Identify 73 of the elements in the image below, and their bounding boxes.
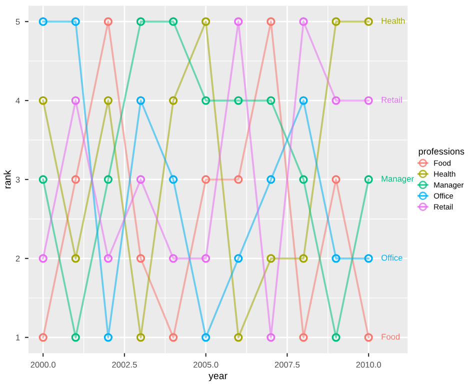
point: [332, 333, 340, 342]
point: [202, 333, 210, 342]
x-tick-label: 2007.5: [274, 362, 300, 368]
y-tick-label: 2: [16, 256, 20, 262]
x-tick-label: 2002.5: [112, 362, 137, 368]
x-tick-label: 2010.0: [356, 362, 381, 368]
point: [266, 175, 276, 184]
point: [168, 175, 178, 184]
point: [299, 175, 308, 184]
point: [38, 96, 48, 105]
point: [104, 96, 112, 105]
point: [332, 254, 340, 263]
point: [364, 96, 373, 105]
point: [299, 17, 308, 26]
point: [71, 175, 80, 184]
point: [136, 254, 146, 263]
point: [136, 96, 146, 105]
point: [202, 96, 210, 105]
point: [71, 96, 80, 105]
point: [234, 96, 243, 105]
text: Retail: [382, 96, 402, 103]
point: [234, 17, 243, 26]
point: [104, 254, 112, 263]
x-tick-label: 2005.0: [194, 362, 218, 368]
point: [266, 254, 276, 263]
point: [168, 254, 178, 263]
point: [71, 254, 80, 263]
point: [168, 333, 178, 342]
point: [104, 175, 112, 184]
point: [202, 175, 210, 184]
point: [234, 333, 243, 342]
point: [332, 96, 340, 105]
point: [104, 17, 112, 26]
point: [202, 254, 210, 263]
point: [136, 333, 146, 342]
x-tick-label: 2000.0: [30, 362, 56, 368]
point: [364, 333, 373, 342]
point: [299, 96, 308, 105]
point: [71, 17, 80, 26]
point: [38, 17, 48, 26]
point: [168, 17, 178, 26]
x-axis-title: year: [208, 374, 228, 382]
y-axis-title: rank: [4, 170, 11, 188]
y-tick-label: 1: [16, 334, 20, 340]
point: [299, 254, 308, 263]
y-tick-label: 4: [16, 98, 20, 104]
point: [332, 17, 340, 26]
legend-title: professions: [418, 148, 464, 156]
text: Health: [382, 18, 405, 24]
point: [38, 333, 48, 342]
point: [299, 333, 308, 342]
point: [234, 254, 243, 263]
y-tick-label: 5: [16, 18, 20, 25]
text: Manager: [382, 176, 414, 184]
point: [266, 333, 276, 342]
text: Office: [381, 254, 402, 261]
point: [202, 17, 210, 26]
point: [364, 254, 373, 263]
point: [104, 333, 112, 342]
point: [364, 175, 373, 184]
point: [266, 17, 276, 26]
point: [364, 17, 373, 26]
point: [136, 17, 146, 26]
point: [234, 175, 243, 184]
point: [266, 96, 276, 105]
point: [136, 175, 146, 184]
y-tick-label: 3: [16, 176, 20, 183]
point: [332, 175, 340, 184]
point: [38, 175, 48, 184]
text: Food: [382, 334, 400, 340]
point: [71, 333, 80, 342]
point: [38, 254, 48, 263]
point: [168, 96, 178, 105]
